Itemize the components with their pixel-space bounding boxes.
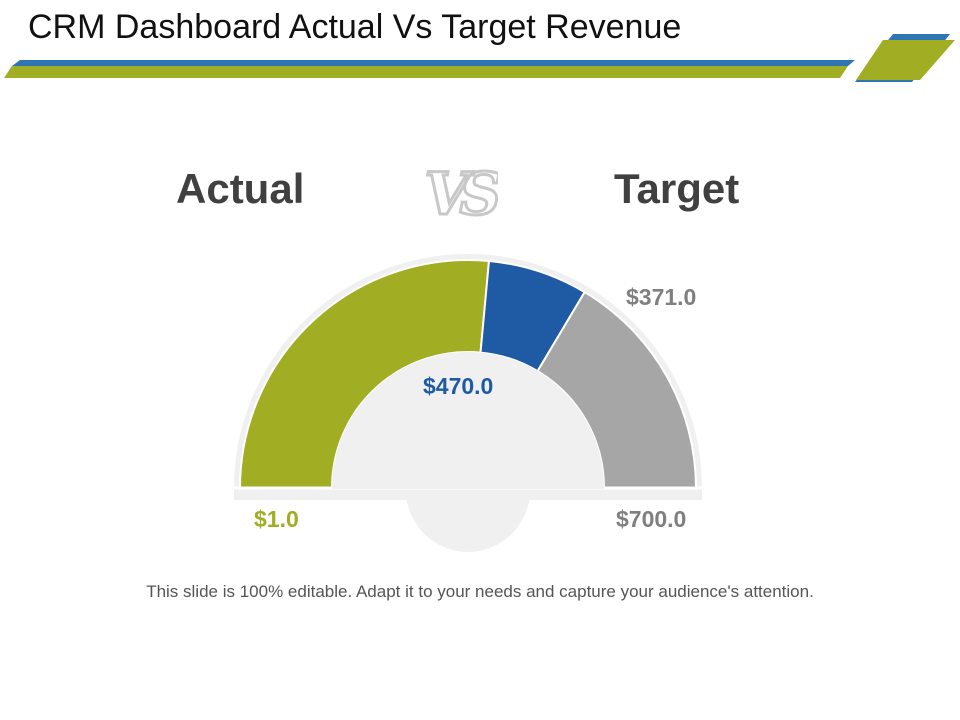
gauge-max-label: $700.0	[616, 506, 687, 532]
gauge-marker-label-target: $371.0	[626, 284, 697, 310]
header-stripes	[4, 34, 955, 82]
slide-title: CRM Dashboard Actual Vs Target Revenue	[28, 8, 682, 46]
gauge-knob	[406, 490, 530, 552]
footer-text: This slide is 100% editable. Adapt it to…	[146, 582, 814, 601]
vs-icon: VS	[423, 160, 498, 224]
gauge-min-label: $1.0	[254, 506, 299, 532]
gauge-marker-label-actual: $470.0	[423, 373, 494, 399]
gauge-hub	[332, 352, 604, 488]
vs-text: VS	[425, 160, 498, 224]
target-heading: Target	[614, 165, 740, 212]
actual-heading: Actual	[176, 165, 305, 212]
